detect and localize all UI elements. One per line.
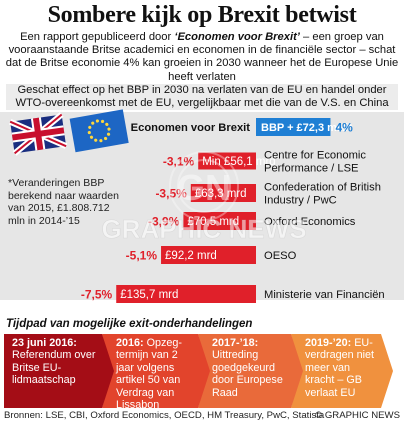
intro-source: ‘Economen voor Brexit’ [174,31,300,43]
sources-text: Bronnen: LSE, CBI, Oxford Economics, OEC… [4,410,325,421]
eu-star-icon [106,132,111,136]
bar-percent-label: -7,5% [81,288,113,302]
bar-percent-label: 4% [335,121,353,135]
category-label: OESO [264,250,297,262]
bar-value-label: £135,7 mrd [120,289,178,301]
bar-value-label: BBP + £72,3 mrd* [261,122,353,134]
chart-bar [183,212,256,230]
flags-graphic [8,109,129,156]
eu-star-icon [105,122,109,126]
chart-bar [116,285,256,303]
eu-star-icon [100,119,105,124]
chart-bar [198,152,256,170]
intro-text: Een rapport gepubliceerd door ‘Economen … [4,31,400,84]
bar-percent-label: -5,1% [126,249,158,263]
chart-footnote: *Veranderingen BBP berekend naar waarden… [8,177,119,227]
category-label: Ministerie van Financiën [264,289,385,301]
category-label: Centre for Economic [264,150,366,162]
eu-star-icon [89,135,94,139]
timeline-step-date: 2019-’20: [305,337,355,349]
timeline-step: 2019-’20: EU-verdragen niet meer van kra… [291,334,393,408]
bar-value-label: £70,5 mrd [187,216,239,228]
category-label: Industry / PwC [264,195,337,207]
timeline-title: Tijdpad van mogelijke exit-onderhandelin… [6,318,253,330]
category-label: Economen voor Brexit [131,122,251,134]
eu-star-icon [103,136,108,141]
bar-percent-label: -3,1% [163,155,195,169]
chart-background [0,112,404,300]
eu-star-icon [88,125,92,129]
timeline-step: 23 juni 2016: Referendum over Britse EU-… [4,334,114,408]
eu-star-icon [95,119,100,123]
timeline-step-text: Uittreding goedgekeurd door Europese Raa… [212,349,283,399]
copyright-text: © GRAPHIC NEWS [315,410,400,421]
timeline-step-date: 2016: [116,337,147,349]
bar-percent-label: -3,9% [148,215,180,229]
eu-star-icon [94,138,98,142]
timeline: 23 juni 2016: Referendum over Britse EU-… [4,334,402,408]
category-label: Confederation of British [264,182,381,194]
timeline-step: 2016: Opzeg-termijn van 2 jaar volgens a… [102,334,210,408]
bar-value-label: £63,3 mrd [195,188,247,200]
chart-bar [161,246,256,264]
page-title: Sombere kijk op Brexit betwist [47,2,357,28]
uk-flag-icon [8,112,68,156]
category-label: Oxford Economics [264,216,356,228]
bar-percent-label: -3,5% [155,187,187,201]
category-label: Performance / LSE [264,163,359,175]
eu-star-icon [107,127,111,131]
eu-star-icon [91,121,95,125]
chart-bar [256,118,331,136]
eu-star-icon [87,130,91,135]
intro-rest: – een groep van vooraanstaande Britse ac… [5,31,399,83]
eu-flag-icon [69,109,129,153]
chart-bar [190,184,256,202]
timeline-step-text: Referendum over Britse EU-lidmaatschap [12,349,96,387]
timeline-step: 2017-’18: Uittreding goedgekeurd door Eu… [198,334,303,408]
timeline-step-date: 23 juni 2016: [12,337,77,349]
sources-line: Bronnen: LSE, CBI, Oxford Economics, OEC… [4,410,400,421]
bar-value-label: Min £56,1 mrd [202,156,276,168]
eu-star-icon [99,139,103,143]
bar-value-label: £92,2 mrd [165,250,217,262]
timeline-step-date: 2017-’18: [212,337,259,349]
intro-prefix: Een rapport gepubliceerd door [20,31,175,43]
timeline-step-text: EU-verdragen niet meer van kracht – GB v… [305,337,375,399]
chart-subtitle: Geschat effect op het BBP in 2030 na ver… [6,84,398,110]
